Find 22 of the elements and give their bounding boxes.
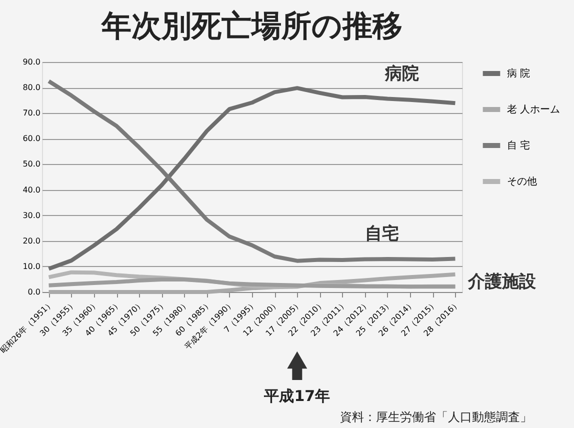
- y-tick-label: 30.0: [22, 210, 40, 220]
- line-series: [46, 272, 458, 294]
- y-tick-label: 60.0: [22, 134, 40, 144]
- legend-label: 老 人ホーム: [507, 104, 560, 116]
- annotation: 自宅: [365, 224, 399, 244]
- y-tick-label: 90.0: [22, 58, 40, 66]
- y-tick-label: 0.0: [28, 288, 40, 296]
- y-tick-label: 80.0: [22, 83, 40, 92]
- legend-label: 自 宅: [507, 140, 530, 152]
- chart-title: 年次別死亡場所の推移: [100, 9, 402, 44]
- text: 介護施設: [467, 272, 537, 292]
- annotation: 平成17年: [263, 387, 330, 405]
- y-tick-label: 20.0: [22, 236, 40, 246]
- legend-label: 病 院: [507, 68, 530, 80]
- line-series: [46, 277, 458, 289]
- annotation: 病院: [384, 64, 419, 84]
- y-tick-label: 70.0: [22, 108, 40, 118]
- text: 資料：厚生労働省「人口動態調査」: [340, 410, 532, 424]
- legend-label: その他: [507, 176, 537, 188]
- y-tick-label: 40.0: [22, 185, 40, 194]
- y-tick-label: 50.0: [22, 160, 40, 169]
- y-tick-label: 10.0: [22, 262, 40, 271]
